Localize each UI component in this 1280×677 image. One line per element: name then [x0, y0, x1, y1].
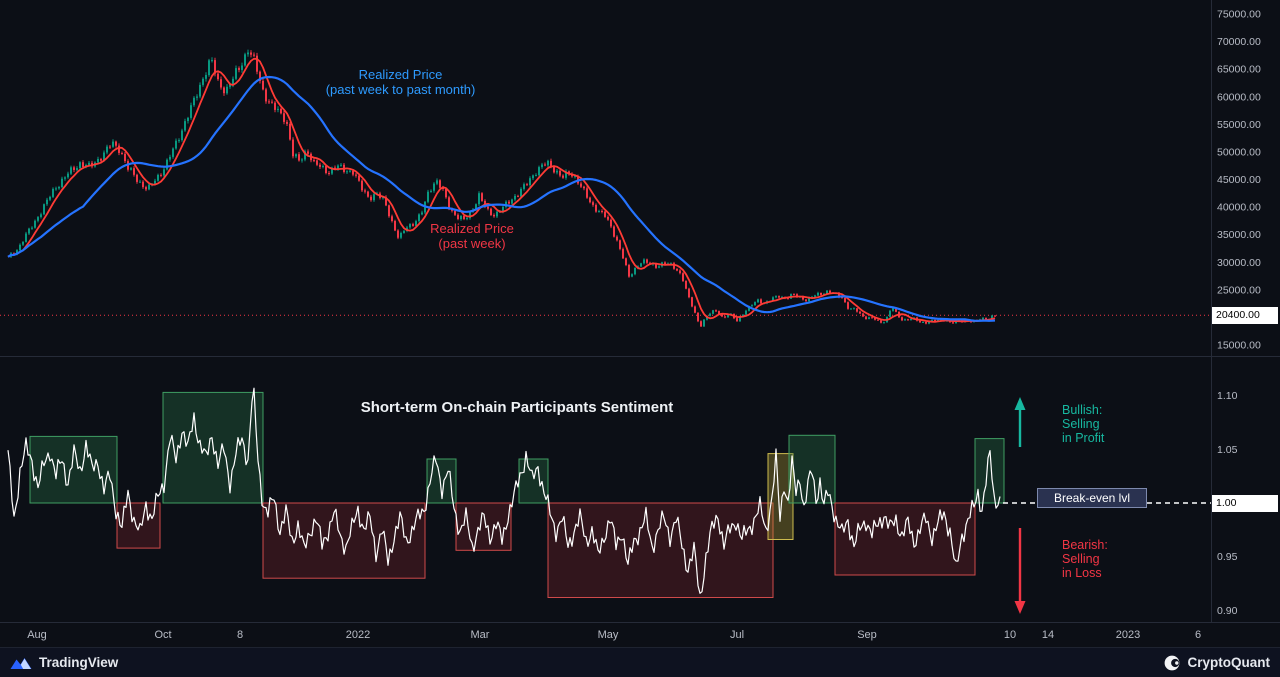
realized-price-fast-line [7, 57, 996, 323]
price-tick-label: 15000.00 [1217, 340, 1261, 352]
sentiment-axis[interactable]: 1.10 1.05 1.00 0.95 0.90 [1217, 390, 1238, 617]
time-tick-label: Jul [730, 629, 744, 641]
price-tick-label: 25000.00 [1217, 284, 1261, 296]
time-tick-label: Sep [857, 629, 877, 641]
price-axis[interactable]: 75000.00 70000.00 65000.00 60000.00 55000.00… [1217, 9, 1261, 352]
sentiment-tick-label: 0.95 [1217, 551, 1238, 563]
price-tick-label: 65000.00 [1217, 64, 1261, 76]
sentiment-tick-label: 0.90 [1217, 605, 1238, 617]
time-tick-label: Aug [27, 629, 47, 641]
time-tick-label: 10 [1004, 629, 1016, 641]
time-tick-label: 8 [237, 629, 243, 641]
cryptoquant-logo-icon [1164, 655, 1179, 670]
sentiment-tick-label: 1.05 [1217, 444, 1238, 456]
cryptoquant-brand[interactable]: CryptoQuant [1163, 654, 1271, 672]
time-axis[interactable]: Aug Oct 8 2022 Mar May Jul Sep 10 14 2023 6 [27, 629, 1201, 641]
sentiment-boxes [29, 391, 1005, 598]
bullish-up-arrow [1014, 397, 1026, 447]
time-tick-label: 2022 [346, 629, 370, 641]
price-tick-label: 75000.00 [1217, 9, 1261, 21]
time-tick-label: 2023 [1116, 629, 1140, 641]
chart-canvas[interactable]: 75000.00 70000.00 65000.00 60000.00 55000.00… [0, 0, 1280, 647]
price-tick-label: 50000.00 [1217, 146, 1261, 158]
time-tick-label: May [598, 629, 619, 641]
time-tick-label: 6 [1195, 629, 1201, 641]
sentiment-tick-label: 1.00 [1217, 498, 1238, 510]
tradingview-logo-icon [10, 658, 32, 669]
candlestick-series [10, 49, 996, 327]
price-tick-label: 40000.00 [1217, 202, 1261, 214]
time-tick-label: Oct [154, 629, 171, 641]
price-tick-label: 70000.00 [1217, 36, 1261, 48]
realized-price-slow-line [7, 75, 996, 322]
price-tick-label: 45000.00 [1217, 174, 1261, 186]
price-tick-label: 20000.00 [1217, 312, 1261, 324]
price-tick-label: 30000.00 [1217, 257, 1261, 269]
time-tick-label: 14 [1042, 629, 1054, 641]
time-tick-label: Mar [471, 629, 490, 641]
price-tick-label: 60000.00 [1217, 91, 1261, 103]
tradingview-brand-text: TradingView [39, 655, 119, 670]
sentiment-line [7, 387, 1001, 594]
price-tick-label: 35000.00 [1217, 229, 1261, 241]
tradingview-brand[interactable]: TradingView [10, 655, 118, 670]
price-tick-label: 55000.00 [1217, 119, 1261, 131]
cryptoquant-brand-text: CryptoQuant [1187, 655, 1271, 670]
footer-bar: TradingView CryptoQuant [0, 647, 1280, 677]
sentiment-tick-label: 1.10 [1217, 390, 1238, 402]
bearish-down-arrow [1014, 528, 1026, 614]
